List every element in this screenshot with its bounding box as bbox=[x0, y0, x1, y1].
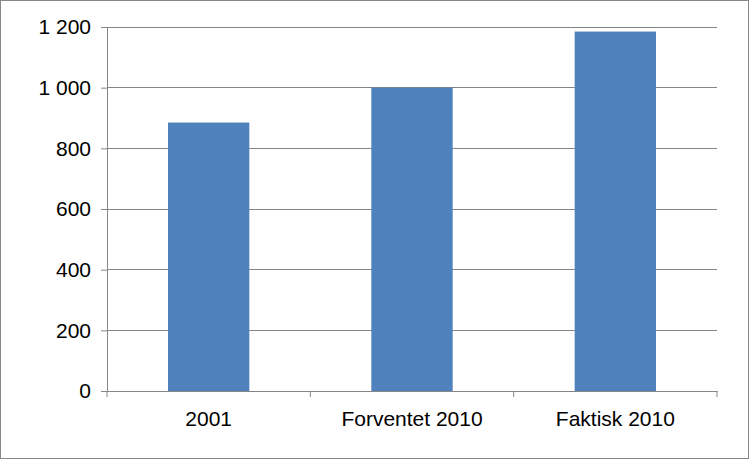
x-tick: Forventet 2010 bbox=[341, 391, 482, 430]
chart-frame bbox=[1, 1, 749, 459]
grid-line bbox=[107, 27, 717, 28]
x-separators bbox=[107, 391, 717, 397]
y-tick-label: 0 bbox=[79, 379, 91, 402]
y-tick-mark bbox=[101, 27, 107, 28]
x-separator bbox=[513, 391, 514, 397]
y-tick: 400 bbox=[56, 258, 107, 281]
x-tick-label: Forventet 2010 bbox=[341, 407, 482, 430]
y-tick-mark bbox=[101, 209, 107, 210]
grid bbox=[107, 27, 717, 391]
y-tick: 800 bbox=[56, 137, 107, 160]
y-tick: 0 bbox=[79, 379, 107, 402]
y-tick-mark bbox=[101, 330, 107, 331]
y-axis: 0 200 400 600 800 1 000 1 200 bbox=[38, 15, 107, 402]
x-axis: 2001 Forventet 2010 Faktisk 2010 bbox=[107, 391, 718, 430]
bar bbox=[575, 32, 656, 391]
x-tick: 2001 bbox=[185, 391, 232, 430]
x-separator bbox=[310, 391, 311, 397]
bar bbox=[371, 88, 452, 391]
y-tick-mark bbox=[101, 148, 107, 149]
bars bbox=[168, 32, 656, 391]
y-tick-label: 800 bbox=[56, 137, 91, 160]
x-tick-label: Faktisk 2010 bbox=[556, 407, 675, 430]
y-tick-label: 1 000 bbox=[38, 76, 91, 99]
y-tick-mark bbox=[101, 391, 107, 392]
y-axis-line bbox=[101, 28, 108, 392]
y-tick-label: 1 200 bbox=[38, 15, 91, 38]
x-axis-line bbox=[108, 391, 718, 392]
x-separator bbox=[717, 391, 718, 397]
y-tick: 1 200 bbox=[38, 15, 107, 38]
x-separator bbox=[107, 391, 108, 397]
y-tick: 200 bbox=[56, 319, 107, 342]
y-tick: 600 bbox=[56, 197, 107, 220]
y-tick-mark bbox=[101, 270, 107, 271]
plot: 0 200 400 600 800 1 000 1 200 2001 Forventet 201… bbox=[38, 15, 717, 430]
y-tick-label: 400 bbox=[56, 258, 91, 281]
y-tick: 1 000 bbox=[38, 76, 107, 99]
x-tick-label: 2001 bbox=[185, 407, 232, 430]
chart: 0 200 400 600 800 1 000 1 200 2001 Forventet 201… bbox=[0, 0, 749, 459]
y-tick-mark bbox=[101, 88, 107, 89]
x-tick: Faktisk 2010 bbox=[556, 391, 675, 430]
bar bbox=[168, 123, 249, 391]
y-tick-label: 200 bbox=[56, 319, 91, 342]
y-tick-label: 600 bbox=[56, 197, 91, 220]
